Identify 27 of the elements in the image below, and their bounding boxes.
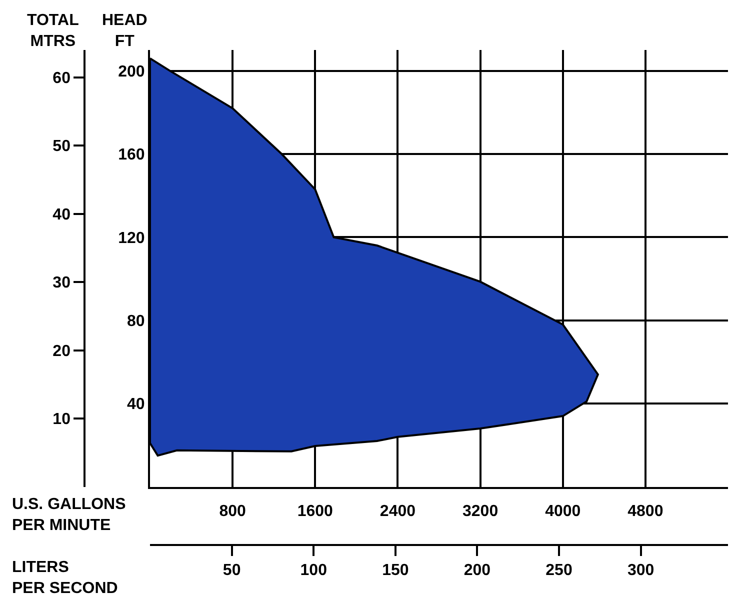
y-tick-label: 40 [127, 396, 145, 414]
y2-tick-label: 20 [52, 342, 71, 360]
x2-tick-label: 50 [222, 562, 241, 579]
x-tick-label: 4800 [628, 502, 664, 520]
y2-tick-label: 60 [52, 70, 71, 87]
y2-tick-label: 30 [52, 274, 71, 292]
y-tick-label: 120 [118, 230, 145, 247]
y2-tick-label: 10 [52, 411, 71, 428]
y2-axis-title: TOTAL MTRS [27, 12, 80, 50]
x2-tick-label: 150 [382, 562, 409, 579]
x2-tick-label: 200 [464, 562, 491, 579]
x2-tick-label: 100 [300, 562, 328, 579]
y-axis-title: HEAD FT [102, 12, 148, 50]
x2-tick-label: 300 [627, 562, 654, 579]
y-tick-label: 200 [118, 63, 145, 80]
x-tick-label: 2400 [380, 502, 416, 520]
y-tick-label: 160 [118, 146, 145, 164]
x-tick-label: 3200 [462, 502, 498, 520]
x-tick-label: 800 [219, 502, 246, 520]
x-tick-label: 1600 [297, 502, 334, 520]
y2-tick-label: 40 [52, 206, 71, 224]
x2-tick-label: 250 [546, 562, 572, 579]
x-axis-title: U.S. GALLONS PER MINUTE [12, 496, 126, 534]
y2-tick-label: 50 [52, 138, 71, 156]
x-tick-label: 4000 [545, 502, 581, 520]
y-tick-label: 80 [127, 312, 145, 330]
x2-axis-title: LITERS PER SECOND [12, 559, 118, 597]
